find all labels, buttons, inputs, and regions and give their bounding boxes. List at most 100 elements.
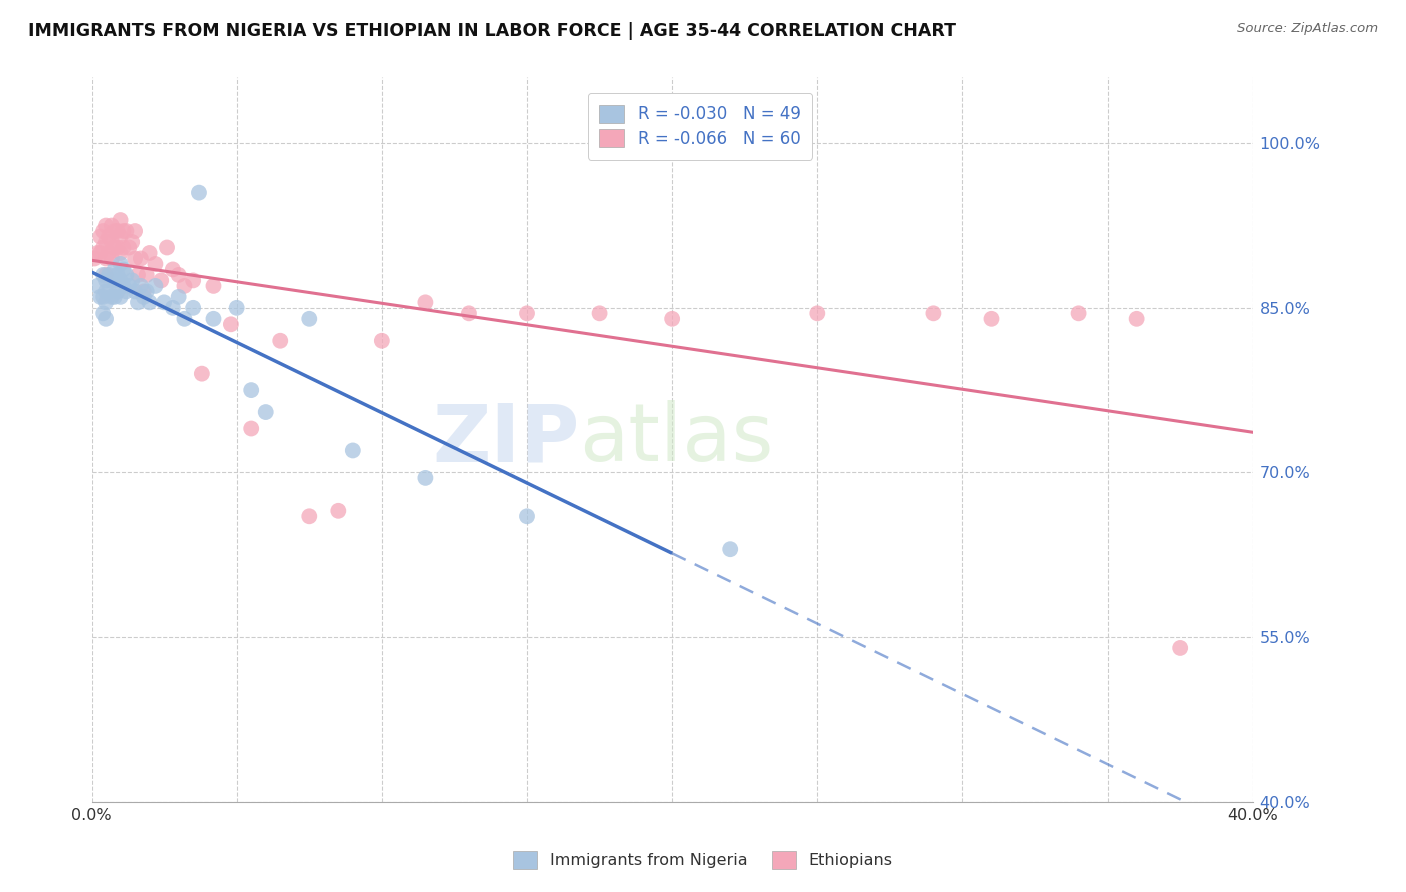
Point (415, 295, 437, 310)
Text: ZIP: ZIP (432, 401, 579, 478)
Point (94, 252, 117, 266)
Point (98, 246, 121, 260)
Point (1125, 311, 1147, 326)
Legend: Immigrants from Nigeria, Ethiopians: Immigrants from Nigeria, Ethiopians (508, 845, 898, 875)
Point (110, 273, 132, 287)
Point (328, 504, 350, 518)
Point (191, 367, 214, 381)
Point (98, 229, 121, 244)
Point (110, 290, 132, 304)
Point (219, 318, 242, 332)
Point (150, 273, 173, 287)
Point (980, 311, 1002, 326)
Point (240, 383, 263, 397)
Point (91, 290, 114, 304)
Point (162, 301, 184, 315)
Point (110, 213, 132, 227)
Point (104, 290, 127, 304)
Point (129, 252, 152, 266)
Point (156, 240, 179, 254)
Point (94, 295, 117, 310)
Point (91, 268, 114, 282)
Point (138, 295, 160, 310)
Point (118, 279, 141, 293)
Point (132, 290, 155, 304)
Point (94, 235, 117, 249)
Text: atlas: atlas (579, 401, 773, 478)
Point (112, 279, 135, 293)
Point (298, 311, 321, 326)
Point (115, 268, 138, 282)
Point (101, 252, 124, 266)
Point (1168, 640, 1191, 655)
Point (371, 334, 394, 348)
Point (225, 301, 247, 315)
Point (342, 443, 364, 458)
Point (112, 262, 135, 277)
Point (115, 224, 138, 238)
Point (107, 224, 129, 238)
Point (127, 268, 149, 282)
Point (269, 334, 291, 348)
Point (104, 240, 127, 254)
Point (112, 224, 135, 238)
Point (124, 252, 146, 266)
Point (202, 311, 225, 326)
Point (181, 301, 204, 315)
Point (107, 268, 129, 282)
Point (516, 509, 538, 524)
Point (94, 219, 117, 233)
Point (118, 240, 141, 254)
Point (415, 471, 437, 485)
Point (107, 285, 129, 299)
Point (718, 542, 741, 557)
Point (101, 290, 124, 304)
Point (167, 268, 190, 282)
Point (188, 186, 211, 200)
Point (101, 219, 124, 233)
Point (86, 279, 108, 293)
Point (127, 295, 149, 310)
Point (112, 240, 135, 254)
Point (153, 295, 176, 310)
Point (110, 229, 132, 244)
Point (124, 224, 146, 238)
Point (121, 273, 143, 287)
Point (138, 246, 160, 260)
Point (806, 306, 828, 320)
Point (129, 279, 152, 293)
Point (115, 285, 138, 299)
Point (110, 257, 132, 271)
Point (202, 279, 225, 293)
Text: IMMIGRANTS FROM NIGERIA VS ETHIOPIAN IN LABOR FORCE | AGE 35-44 CORRELATION CHAR: IMMIGRANTS FROM NIGERIA VS ETHIOPIAN IN … (28, 22, 956, 40)
Point (181, 273, 204, 287)
Point (661, 311, 683, 326)
Point (101, 235, 124, 249)
Point (94, 273, 117, 287)
Point (94, 268, 117, 282)
Point (922, 306, 945, 320)
Point (91, 306, 114, 320)
Point (173, 279, 195, 293)
Point (135, 285, 157, 299)
Point (110, 246, 132, 260)
Point (298, 509, 321, 524)
Point (124, 285, 146, 299)
Point (516, 306, 538, 320)
Point (89, 290, 111, 304)
Point (167, 290, 190, 304)
Point (132, 285, 155, 299)
Point (458, 306, 481, 320)
Legend: R = -0.030   N = 49, R = -0.066   N = 60: R = -0.030 N = 49, R = -0.066 N = 60 (588, 93, 813, 160)
Point (254, 405, 277, 419)
Point (98, 268, 121, 282)
Point (104, 273, 127, 287)
Point (162, 262, 184, 277)
Point (98, 285, 121, 299)
Point (588, 306, 610, 320)
Point (240, 421, 263, 435)
Point (107, 240, 129, 254)
Point (145, 279, 167, 293)
Point (104, 224, 127, 238)
Point (145, 257, 167, 271)
